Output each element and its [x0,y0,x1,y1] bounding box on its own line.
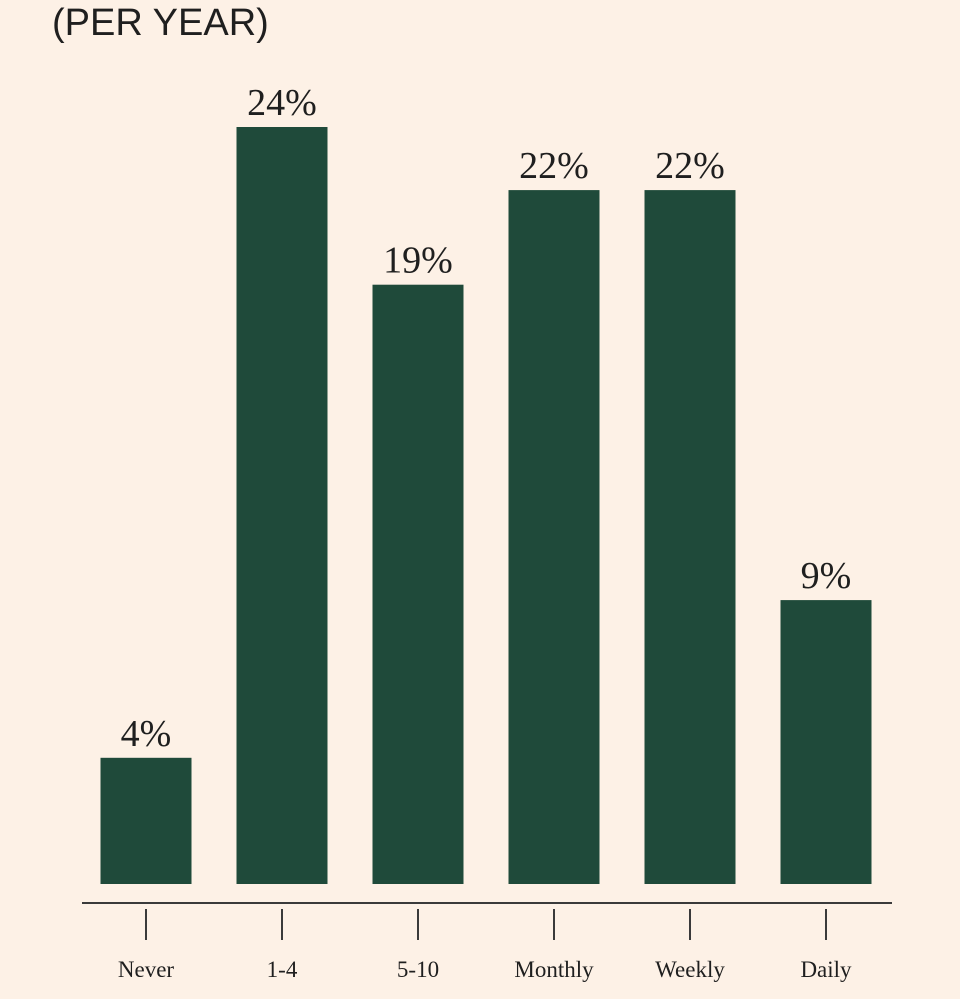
data-label-5-10: 19% [383,240,453,282]
data-label-weekly: 22% [655,145,725,187]
x-tick-labels-group: Never 1-4 5-10 Monthly Weekly Daily [118,957,852,982]
x-ticks-group [145,909,827,940]
bar-daily [780,600,872,884]
bar-weekly [644,190,736,885]
data-label-daily: 9% [801,555,852,597]
bar-5-10 [372,284,464,884]
bar-monthly [508,190,600,885]
data-labels-group: 4% 24% 19% 22% 22% 9% [121,82,852,755]
bar-never [100,757,192,884]
chart-subtitle: (PER YEAR) [52,2,269,44]
x-tick-label-5-10: 5-10 [397,957,439,982]
x-tick-label-daily: Daily [800,957,852,982]
x-tick-label-monthly: Monthly [514,957,594,982]
x-tick-label-weekly: Weekly [655,957,725,982]
x-tick-label-never: Never [118,957,175,982]
data-label-never: 4% [121,713,172,755]
data-label-1-4: 24% [247,82,317,124]
x-tick-label-1-4: 1-4 [267,957,298,982]
bars-group [100,127,872,885]
data-label-monthly: 22% [519,145,589,187]
bar-1-4 [236,127,328,884]
